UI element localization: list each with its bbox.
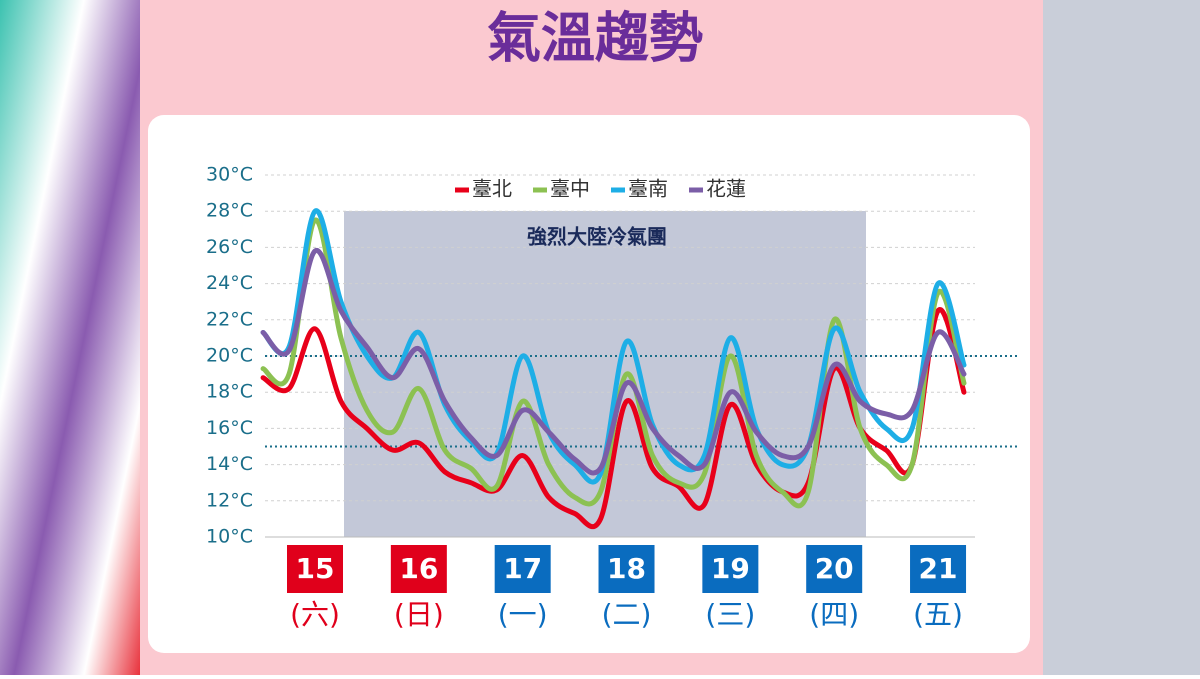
cold-air-shade — [344, 211, 866, 537]
y-tick-label: 30°C — [206, 164, 253, 186]
day-box — [910, 545, 967, 593]
y-tick-label: 26°C — [206, 236, 253, 258]
x-tick-label: 21 — [919, 552, 958, 585]
weekday-label: (六) — [290, 598, 340, 631]
weekday-label: (五) — [913, 598, 963, 631]
blurred-background — [0, 0, 140, 675]
y-tick-label: 12°C — [206, 489, 253, 511]
side-background — [1043, 0, 1200, 675]
weekday-label: (四) — [809, 598, 859, 631]
annotation: 強烈大陸冷氣團 — [527, 225, 667, 249]
day-box — [806, 545, 863, 593]
y-tick-label: 18°C — [206, 381, 253, 403]
legend-label: 臺南 — [628, 177, 668, 201]
x-tick-label: 19 — [711, 552, 750, 585]
y-tick-label: 28°C — [206, 200, 253, 222]
x-tick-label: 15 — [296, 552, 335, 585]
x-tick-label: 20 — [815, 552, 854, 585]
weekday-label: (一) — [498, 598, 548, 631]
day-box — [702, 545, 759, 593]
x-tick-label: 18 — [607, 552, 646, 585]
day-box — [494, 545, 551, 593]
x-tick-label: 16 — [399, 552, 438, 585]
chart-title: 氣溫趨勢 — [487, 7, 703, 70]
series-line — [260, 208, 967, 485]
series-line — [260, 248, 967, 476]
x-tick-label: 17 — [503, 552, 542, 585]
y-tick-label: 16°C — [206, 417, 253, 439]
y-tick-label: 22°C — [206, 308, 253, 330]
day-box — [287, 545, 343, 593]
weekday-label: (二) — [602, 598, 652, 631]
series-line — [260, 217, 967, 509]
y-tick-label: 20°C — [206, 345, 253, 367]
legend-label: 臺中 — [550, 177, 590, 201]
day-box — [390, 545, 447, 593]
day-box — [598, 545, 655, 593]
y-tick-label: 24°C — [206, 272, 253, 294]
y-tick-label: 10°C — [206, 526, 253, 548]
legend-label: 臺北 — [472, 177, 512, 201]
y-tick-label: 14°C — [206, 453, 253, 475]
weekday-label: (三) — [705, 598, 755, 631]
legend-label: 花蓮 — [706, 177, 746, 201]
weekday-label: (日) — [394, 598, 444, 631]
